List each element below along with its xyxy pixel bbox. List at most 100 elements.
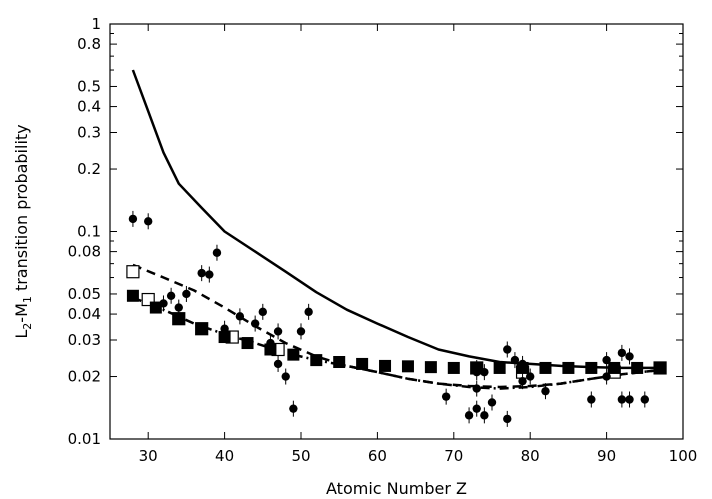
markers-layer xyxy=(126,210,667,427)
filled-circle-point xyxy=(296,327,306,336)
ticks-layer: 30 40 50 60 70 80 90 100 0.01 0.02 0.03 0.04 0.05 0.0… xyxy=(68,15,698,465)
filled-square-point xyxy=(195,322,208,335)
filled-circle-point xyxy=(518,376,527,386)
dashed-curve xyxy=(132,263,661,389)
x-tick-label: 60 xyxy=(368,447,387,465)
y-tick-label: 0.5 xyxy=(77,77,101,95)
filled-circle-point xyxy=(602,355,611,365)
y-tick-label: 0.02 xyxy=(68,368,101,386)
y-axis-label-rest: transition probability xyxy=(12,124,31,296)
filled-circle-point xyxy=(212,248,222,257)
y-tick-label: 0.3 xyxy=(77,123,101,141)
filled-circle-point xyxy=(602,372,611,381)
filled-square-point xyxy=(539,361,552,374)
filled-square-point xyxy=(562,361,575,374)
y-tick-label: 0.04 xyxy=(68,305,101,323)
filled-square-point xyxy=(631,361,644,374)
filled-circle-point xyxy=(273,359,283,369)
filled-circle-point xyxy=(625,395,634,404)
y-axis-label-sub-m: 1 xyxy=(21,296,34,303)
filled-square-point xyxy=(310,354,323,367)
open-square-point xyxy=(126,265,140,279)
filled-circle-point xyxy=(304,307,313,317)
filled-square-point xyxy=(401,360,414,373)
x-tick-label: 80 xyxy=(521,447,540,465)
filled-circle-point xyxy=(273,327,283,336)
x-tick-label: 40 xyxy=(215,447,234,465)
filled-circle-point xyxy=(289,404,298,413)
y-axis-label-dash: -M xyxy=(12,303,31,323)
filled-square-point xyxy=(379,359,392,372)
filled-circle-point xyxy=(503,414,512,424)
filled-circle-point xyxy=(174,303,183,312)
filled-circle-point xyxy=(518,359,527,369)
filled-square-point xyxy=(654,361,667,374)
y-tick-label: 0.4 xyxy=(77,98,101,116)
filled-circle-point xyxy=(250,319,260,328)
filled-circle-point xyxy=(464,411,474,420)
filled-circle-point xyxy=(541,386,550,396)
y-tick-label: 0.03 xyxy=(68,331,101,349)
y-tick-label: 1 xyxy=(91,15,101,33)
filled-circle-point xyxy=(128,214,138,224)
filled-circle-point xyxy=(144,217,153,226)
filled-circle-point xyxy=(205,270,214,279)
y-tick-label: 0.1 xyxy=(77,223,101,241)
filled-square-point xyxy=(172,312,185,325)
filled-square-point xyxy=(585,361,598,374)
filled-square-point xyxy=(149,301,162,314)
filled-square-point xyxy=(126,289,139,302)
filled-square-point xyxy=(493,361,506,374)
filled-circle-point xyxy=(258,307,267,317)
filled-circle-point xyxy=(472,404,481,413)
filled-circle-point xyxy=(487,398,497,407)
y-tick-label: 0.08 xyxy=(68,243,101,261)
y-axis-label-sub-l: 2 xyxy=(21,323,34,330)
filled-circle-point xyxy=(587,395,596,404)
x-tick-label: 90 xyxy=(597,447,616,465)
filled-circle-point xyxy=(166,291,176,300)
solid-curve xyxy=(131,69,661,370)
x-tick-label: 50 xyxy=(291,447,310,465)
filled-square-point xyxy=(356,357,369,370)
filled-circle-point xyxy=(625,352,634,361)
x-axis-label: Atomic Number Z xyxy=(326,479,467,498)
y-axis-label: L2-M1 transition probability xyxy=(12,124,34,338)
filled-circle-point xyxy=(197,268,206,278)
x-tick-label: 70 xyxy=(444,447,463,465)
filled-square-point xyxy=(608,361,621,374)
y-axis-label-l: L xyxy=(12,330,31,339)
filled-square-point xyxy=(241,337,254,350)
filled-circle-point xyxy=(441,392,451,401)
filled-square-point xyxy=(218,331,231,344)
filled-circle-point xyxy=(159,299,168,308)
filled-circle-point xyxy=(510,355,520,365)
filled-circle-point xyxy=(526,372,535,381)
filled-square-point xyxy=(333,356,346,369)
filled-square-point xyxy=(424,361,437,374)
filled-square-point xyxy=(447,361,460,374)
y-tick-label: 0.05 xyxy=(68,285,101,303)
x-tick-label: 100 xyxy=(669,447,698,465)
y-tick-label: 0.01 xyxy=(68,430,101,448)
dash-dot-curve xyxy=(132,296,661,390)
x-tick-label: 30 xyxy=(139,447,158,465)
curves-layer xyxy=(131,69,661,390)
filled-circle-point xyxy=(640,395,649,404)
filled-circle-point xyxy=(480,367,489,377)
filled-circle-point xyxy=(503,345,512,354)
filled-circle-point xyxy=(235,312,245,321)
filled-square-point xyxy=(287,348,300,361)
y-tick-label: 0.2 xyxy=(77,160,101,178)
filled-circle-point xyxy=(472,363,481,373)
filled-circle-point xyxy=(182,289,191,299)
y-tick-label: 0.8 xyxy=(77,35,101,53)
filled-circle-point xyxy=(281,372,290,381)
filled-circle-point xyxy=(220,324,229,333)
filled-circle-point xyxy=(480,411,489,420)
filled-circle-point xyxy=(266,338,275,348)
filled-circle-point xyxy=(617,348,627,358)
filled-circle-point xyxy=(617,395,627,404)
filled-circle-point xyxy=(472,384,481,393)
